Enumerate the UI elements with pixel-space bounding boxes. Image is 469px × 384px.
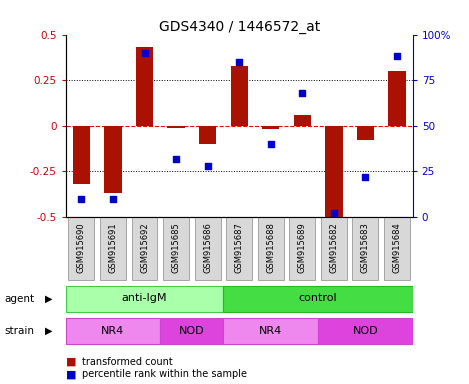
Bar xyxy=(160,318,223,344)
Point xyxy=(235,59,243,65)
Bar xyxy=(294,115,311,126)
Text: agent: agent xyxy=(5,294,35,304)
Bar xyxy=(318,318,413,344)
Bar xyxy=(66,318,160,344)
Bar xyxy=(258,217,284,280)
Text: GSM915684: GSM915684 xyxy=(393,222,401,273)
Text: GSM915683: GSM915683 xyxy=(361,222,370,273)
Bar xyxy=(325,126,342,217)
Text: strain: strain xyxy=(5,326,35,336)
Bar xyxy=(104,126,121,193)
Point xyxy=(362,174,369,180)
Point xyxy=(204,163,212,169)
Bar xyxy=(100,217,126,280)
Point xyxy=(141,50,148,56)
Text: ■: ■ xyxy=(66,369,76,379)
Point xyxy=(78,196,85,202)
Text: GSM915691: GSM915691 xyxy=(108,222,118,273)
Text: GSM915688: GSM915688 xyxy=(266,222,275,273)
Text: GSM915690: GSM915690 xyxy=(77,222,86,273)
Bar xyxy=(195,217,220,280)
Bar xyxy=(223,318,318,344)
Text: GSM915682: GSM915682 xyxy=(329,222,338,273)
Point xyxy=(330,210,338,217)
Point xyxy=(299,90,306,96)
Text: GSM915687: GSM915687 xyxy=(234,222,244,273)
Text: GSM915685: GSM915685 xyxy=(172,222,181,273)
Bar xyxy=(199,126,216,144)
Text: NR4: NR4 xyxy=(259,326,282,336)
Text: GSM915689: GSM915689 xyxy=(298,222,307,273)
Bar xyxy=(289,217,315,280)
Bar xyxy=(223,286,413,311)
Title: GDS4340 / 1446572_at: GDS4340 / 1446572_at xyxy=(159,20,320,33)
Text: GSM915686: GSM915686 xyxy=(203,222,212,273)
Text: ■: ■ xyxy=(66,357,76,367)
Bar xyxy=(73,126,90,184)
Bar xyxy=(230,66,248,126)
Bar xyxy=(132,217,158,280)
Bar xyxy=(357,126,374,141)
Text: anti-IgM: anti-IgM xyxy=(122,293,167,303)
Point xyxy=(267,141,274,147)
Bar xyxy=(66,286,223,311)
Point xyxy=(172,156,180,162)
Bar xyxy=(226,217,252,280)
Bar xyxy=(388,71,406,126)
Text: NOD: NOD xyxy=(179,326,204,336)
Text: ▶: ▶ xyxy=(45,326,52,336)
Text: percentile rank within the sample: percentile rank within the sample xyxy=(82,369,247,379)
Bar xyxy=(68,217,94,280)
Text: GSM915692: GSM915692 xyxy=(140,222,149,273)
Bar xyxy=(167,126,185,127)
Bar xyxy=(384,217,410,280)
Bar xyxy=(262,126,280,129)
Text: ▶: ▶ xyxy=(45,294,52,304)
Text: transformed count: transformed count xyxy=(82,357,173,367)
Text: NR4: NR4 xyxy=(101,326,125,336)
Point xyxy=(109,196,117,202)
Bar xyxy=(136,47,153,126)
Point xyxy=(393,53,401,60)
Text: NOD: NOD xyxy=(353,326,378,336)
Text: control: control xyxy=(299,293,337,303)
Bar xyxy=(353,217,378,280)
Bar xyxy=(163,217,189,280)
Bar xyxy=(321,217,347,280)
